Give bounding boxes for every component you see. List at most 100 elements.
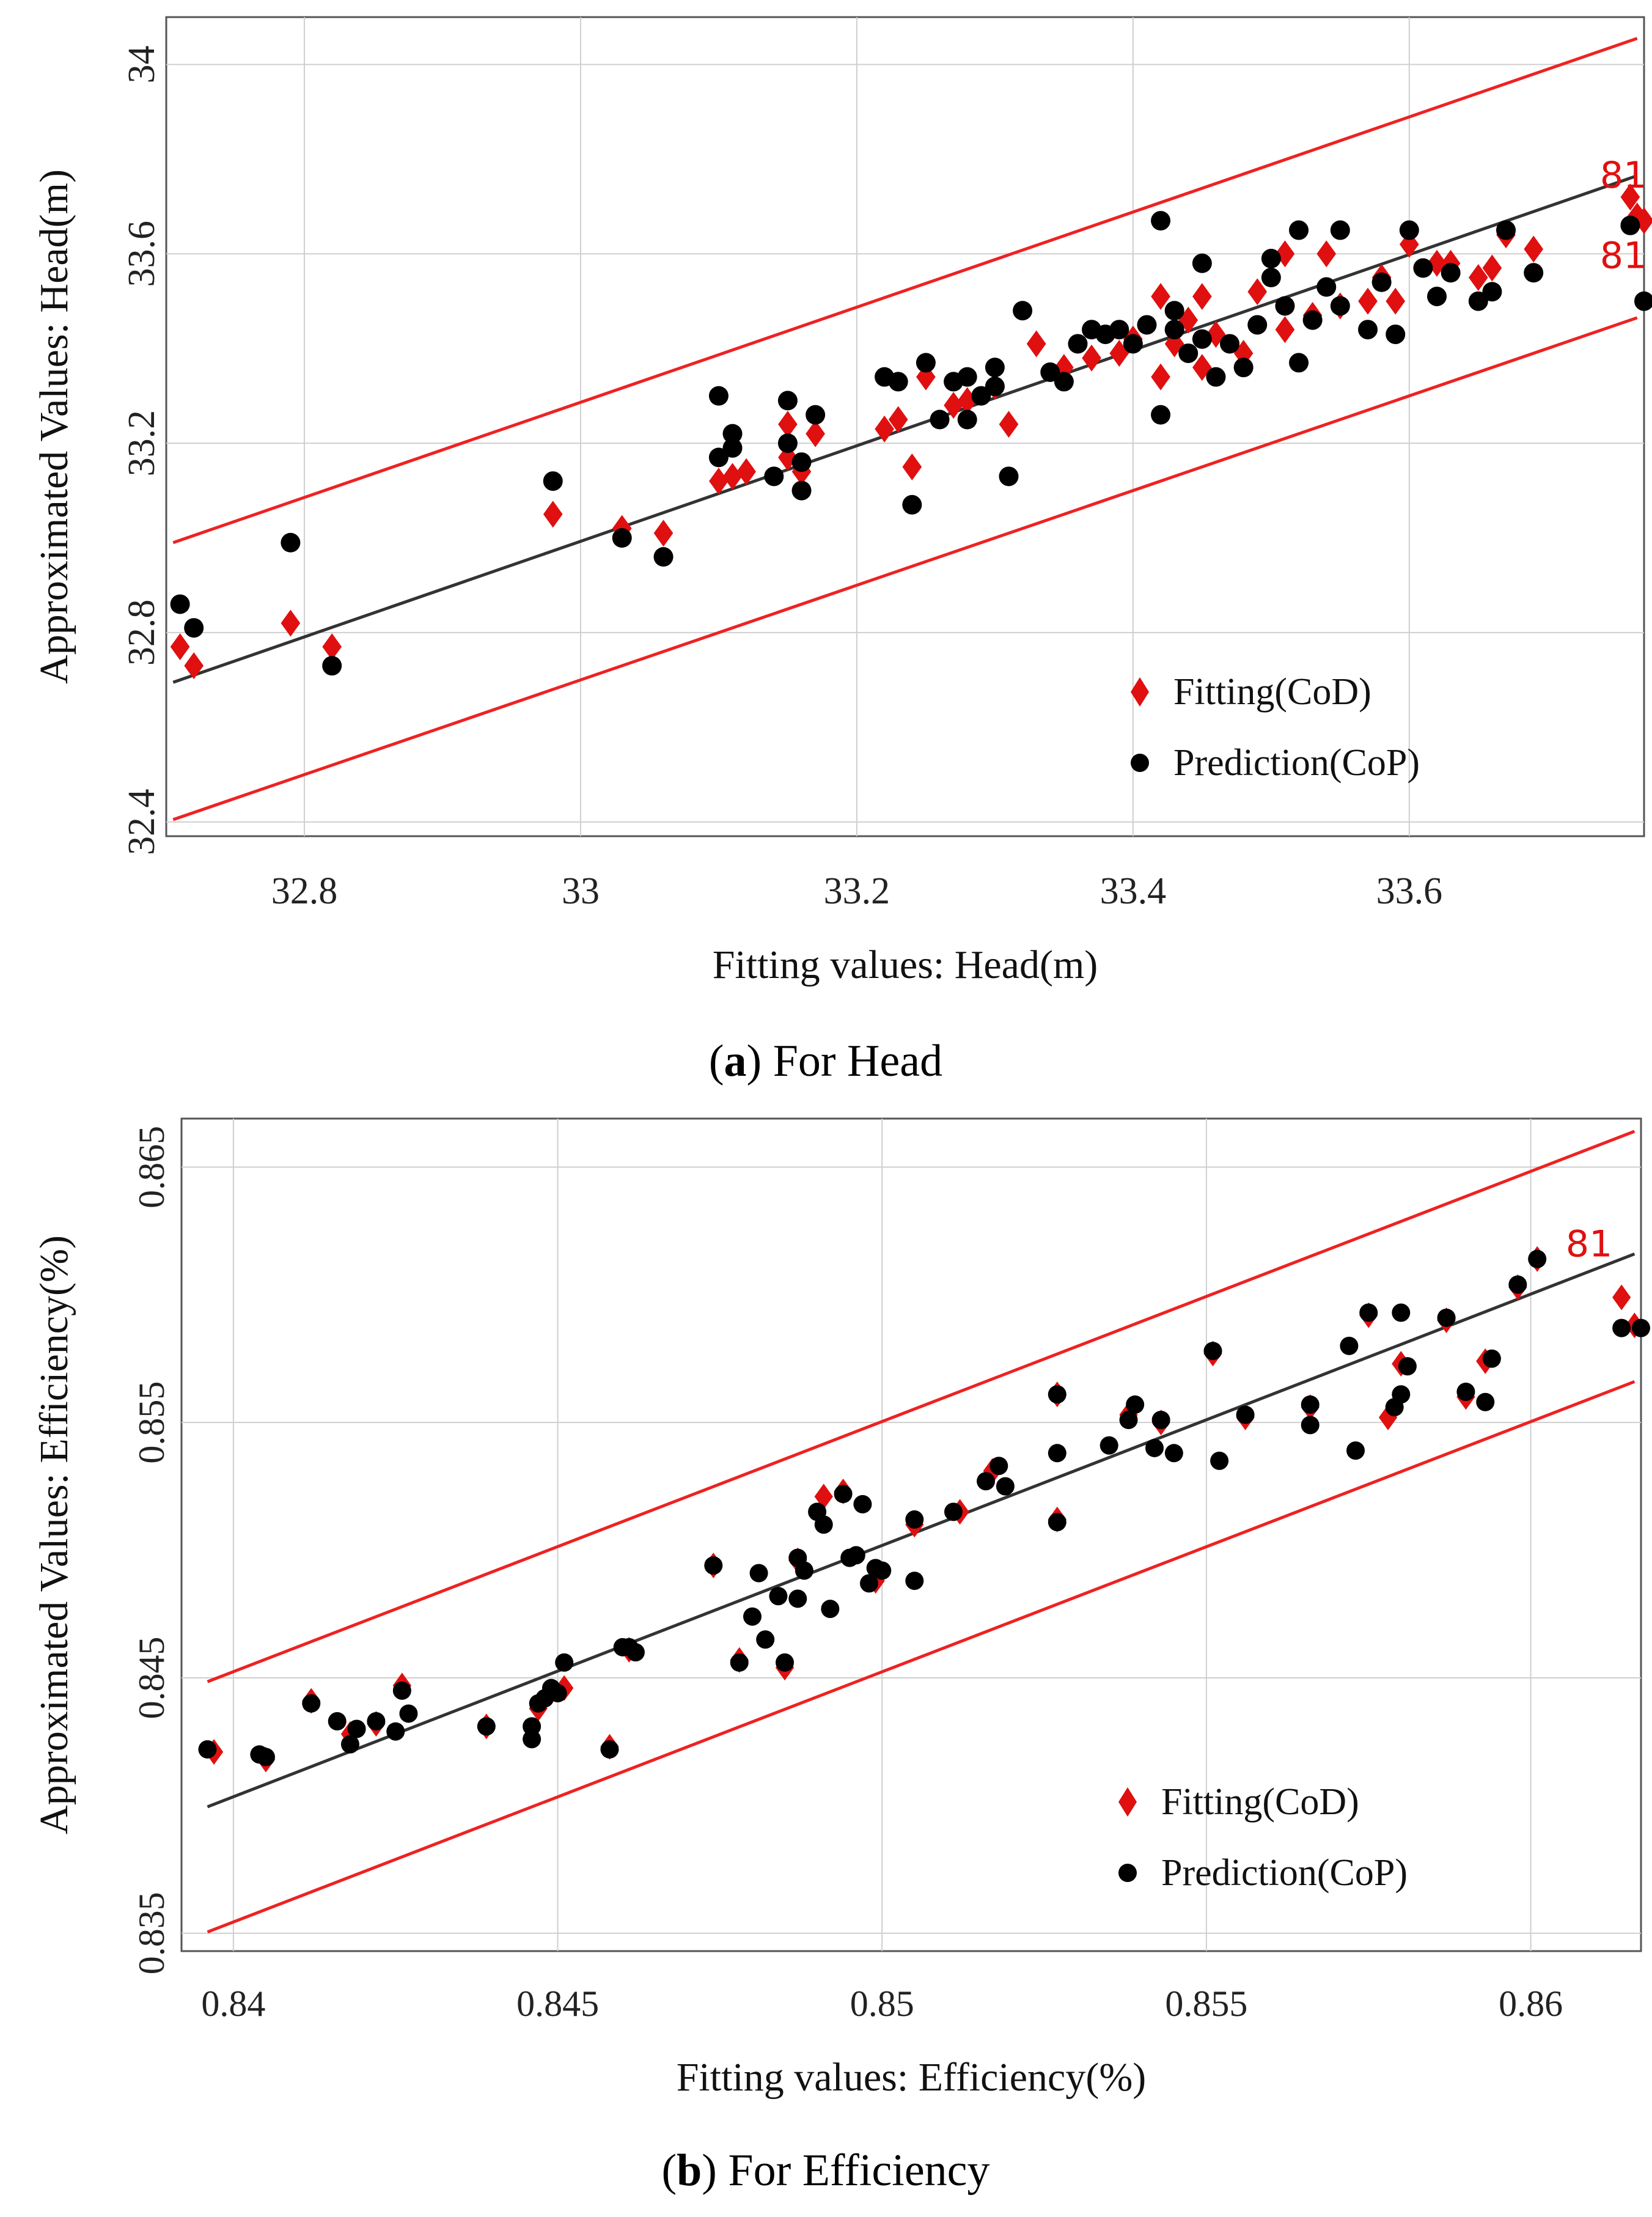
- y-axis-label: Approximated Values: Head(m): [32, 169, 76, 684]
- x-axis-label: Fitting values: Efficiency(%): [677, 2055, 1147, 2100]
- prediction-point: [1359, 1303, 1378, 1322]
- prediction-point: [600, 1740, 619, 1759]
- y-tick-label: 0.835: [131, 1892, 172, 1974]
- lower-bound-line: [207, 1380, 1635, 1933]
- prediction-point: [1164, 320, 1184, 340]
- prediction-point: [184, 618, 204, 638]
- prediction-point: [1192, 329, 1212, 349]
- prediction-point: [1151, 1410, 1170, 1429]
- legend: Fitting(CoD) Prediction(CoP): [1118, 1781, 1408, 1894]
- fit-line: [172, 174, 1638, 684]
- x-tick-label: 0.845: [516, 1984, 599, 2024]
- prediction-point: [302, 1694, 321, 1713]
- prediction-point: [340, 1735, 359, 1754]
- fitting-point: [1247, 278, 1268, 306]
- prediction-point: [386, 1722, 405, 1741]
- prediction-point: [1236, 1405, 1255, 1424]
- prediction-point: [1206, 367, 1226, 387]
- prediction-point: [1302, 310, 1323, 330]
- prediction-point: [347, 1719, 366, 1738]
- fitting-point: [1468, 264, 1488, 292]
- legend-dot-icon: [1118, 1864, 1137, 1882]
- y-tick-label: 0.855: [131, 1381, 172, 1464]
- prediction-point: [957, 410, 977, 430]
- prediction-point: [708, 447, 729, 468]
- prediction-point: [1137, 315, 1157, 335]
- prediction-point: [1634, 291, 1652, 311]
- prediction-point: [1261, 249, 1281, 269]
- upper-bound-line: [207, 1130, 1635, 1683]
- prediction-point: [999, 466, 1019, 487]
- prediction-point: [795, 1561, 813, 1580]
- prediction-point: [1145, 1438, 1164, 1457]
- prediction-point: [322, 656, 342, 676]
- prediction-point: [1392, 1385, 1411, 1404]
- fitting-point: [1386, 287, 1406, 315]
- prediction-point: [1476, 1392, 1495, 1411]
- fitting-point: [1275, 316, 1295, 344]
- prediction-point: [1456, 1383, 1475, 1402]
- prediction-point: [1261, 268, 1281, 288]
- fitting-point: [999, 411, 1019, 438]
- prediction-point: [989, 1457, 1008, 1476]
- prediction-point: [971, 386, 991, 406]
- y-axis-label: Approximated Values: Efficiency(%): [32, 1235, 76, 1834]
- fitting-point: [184, 652, 204, 680]
- prediction-point: [1330, 296, 1350, 316]
- prediction-point: [834, 1485, 853, 1504]
- prediction-point: [791, 480, 812, 501]
- fitting-point: [1627, 202, 1647, 230]
- legend-dot-icon: [1131, 754, 1149, 772]
- prediction-point: [791, 452, 812, 472]
- prediction-point: [523, 1717, 541, 1736]
- fitting-point: [543, 501, 563, 528]
- prediction-point: [392, 1681, 411, 1700]
- prediction-point: [1508, 1275, 1527, 1294]
- prediction-point: [1233, 358, 1254, 378]
- point-annotation: 81: [1600, 154, 1646, 197]
- fitting-point: [722, 463, 743, 490]
- x-tick-label: 33.2: [824, 870, 890, 912]
- fit-line: [207, 1252, 1635, 1809]
- prediction-point: [170, 594, 190, 614]
- prediction-point: [1247, 315, 1268, 335]
- fitting-point: [653, 520, 674, 547]
- prediction-point: [1126, 1395, 1145, 1414]
- prediction-point: [1330, 220, 1350, 240]
- prediction-point: [722, 438, 743, 458]
- fitting-point: [814, 1484, 833, 1510]
- prediction-point: [1123, 334, 1143, 354]
- x-tick-label: 0.86: [1499, 1984, 1563, 2024]
- fitting-point: [1524, 235, 1544, 263]
- prediction-point: [1316, 277, 1337, 297]
- legend-diamond-icon: [1118, 1787, 1137, 1817]
- prediction-point: [916, 353, 936, 373]
- prediction-point: [985, 377, 1005, 397]
- prediction-point: [1371, 272, 1392, 292]
- prediction-point: [749, 1564, 768, 1583]
- prediction-point: [722, 424, 743, 444]
- prediction-point: [944, 1502, 963, 1521]
- legend-label: Fitting(CoD): [1161, 1781, 1359, 1823]
- prediction-point: [1301, 1395, 1320, 1414]
- prediction-point: [1151, 405, 1171, 425]
- prediction-point: [1210, 1451, 1229, 1470]
- prediction-point: [1496, 220, 1516, 240]
- prediction-point: [1399, 220, 1419, 240]
- fitting-point: [1482, 254, 1502, 282]
- prediction-point: [1164, 301, 1184, 321]
- prediction-point: [1040, 362, 1060, 382]
- prediction-point: [1275, 296, 1295, 316]
- prediction-point: [853, 1495, 872, 1513]
- prediction-point: [1468, 291, 1488, 311]
- x-tick-label: 32.8: [271, 870, 338, 912]
- x-tick-label: 33: [562, 870, 600, 912]
- prediction-point: [846, 1546, 865, 1565]
- legend: Fitting(CoD) Prediction(CoP): [1131, 671, 1420, 784]
- prediction-point: [1119, 1410, 1138, 1429]
- prediction-point: [1612, 1318, 1631, 1337]
- prediction-point: [743, 1607, 762, 1626]
- y-tick-label: 32.4: [121, 789, 163, 856]
- prediction-point: [1398, 1357, 1417, 1376]
- fitting-point: [1026, 330, 1046, 358]
